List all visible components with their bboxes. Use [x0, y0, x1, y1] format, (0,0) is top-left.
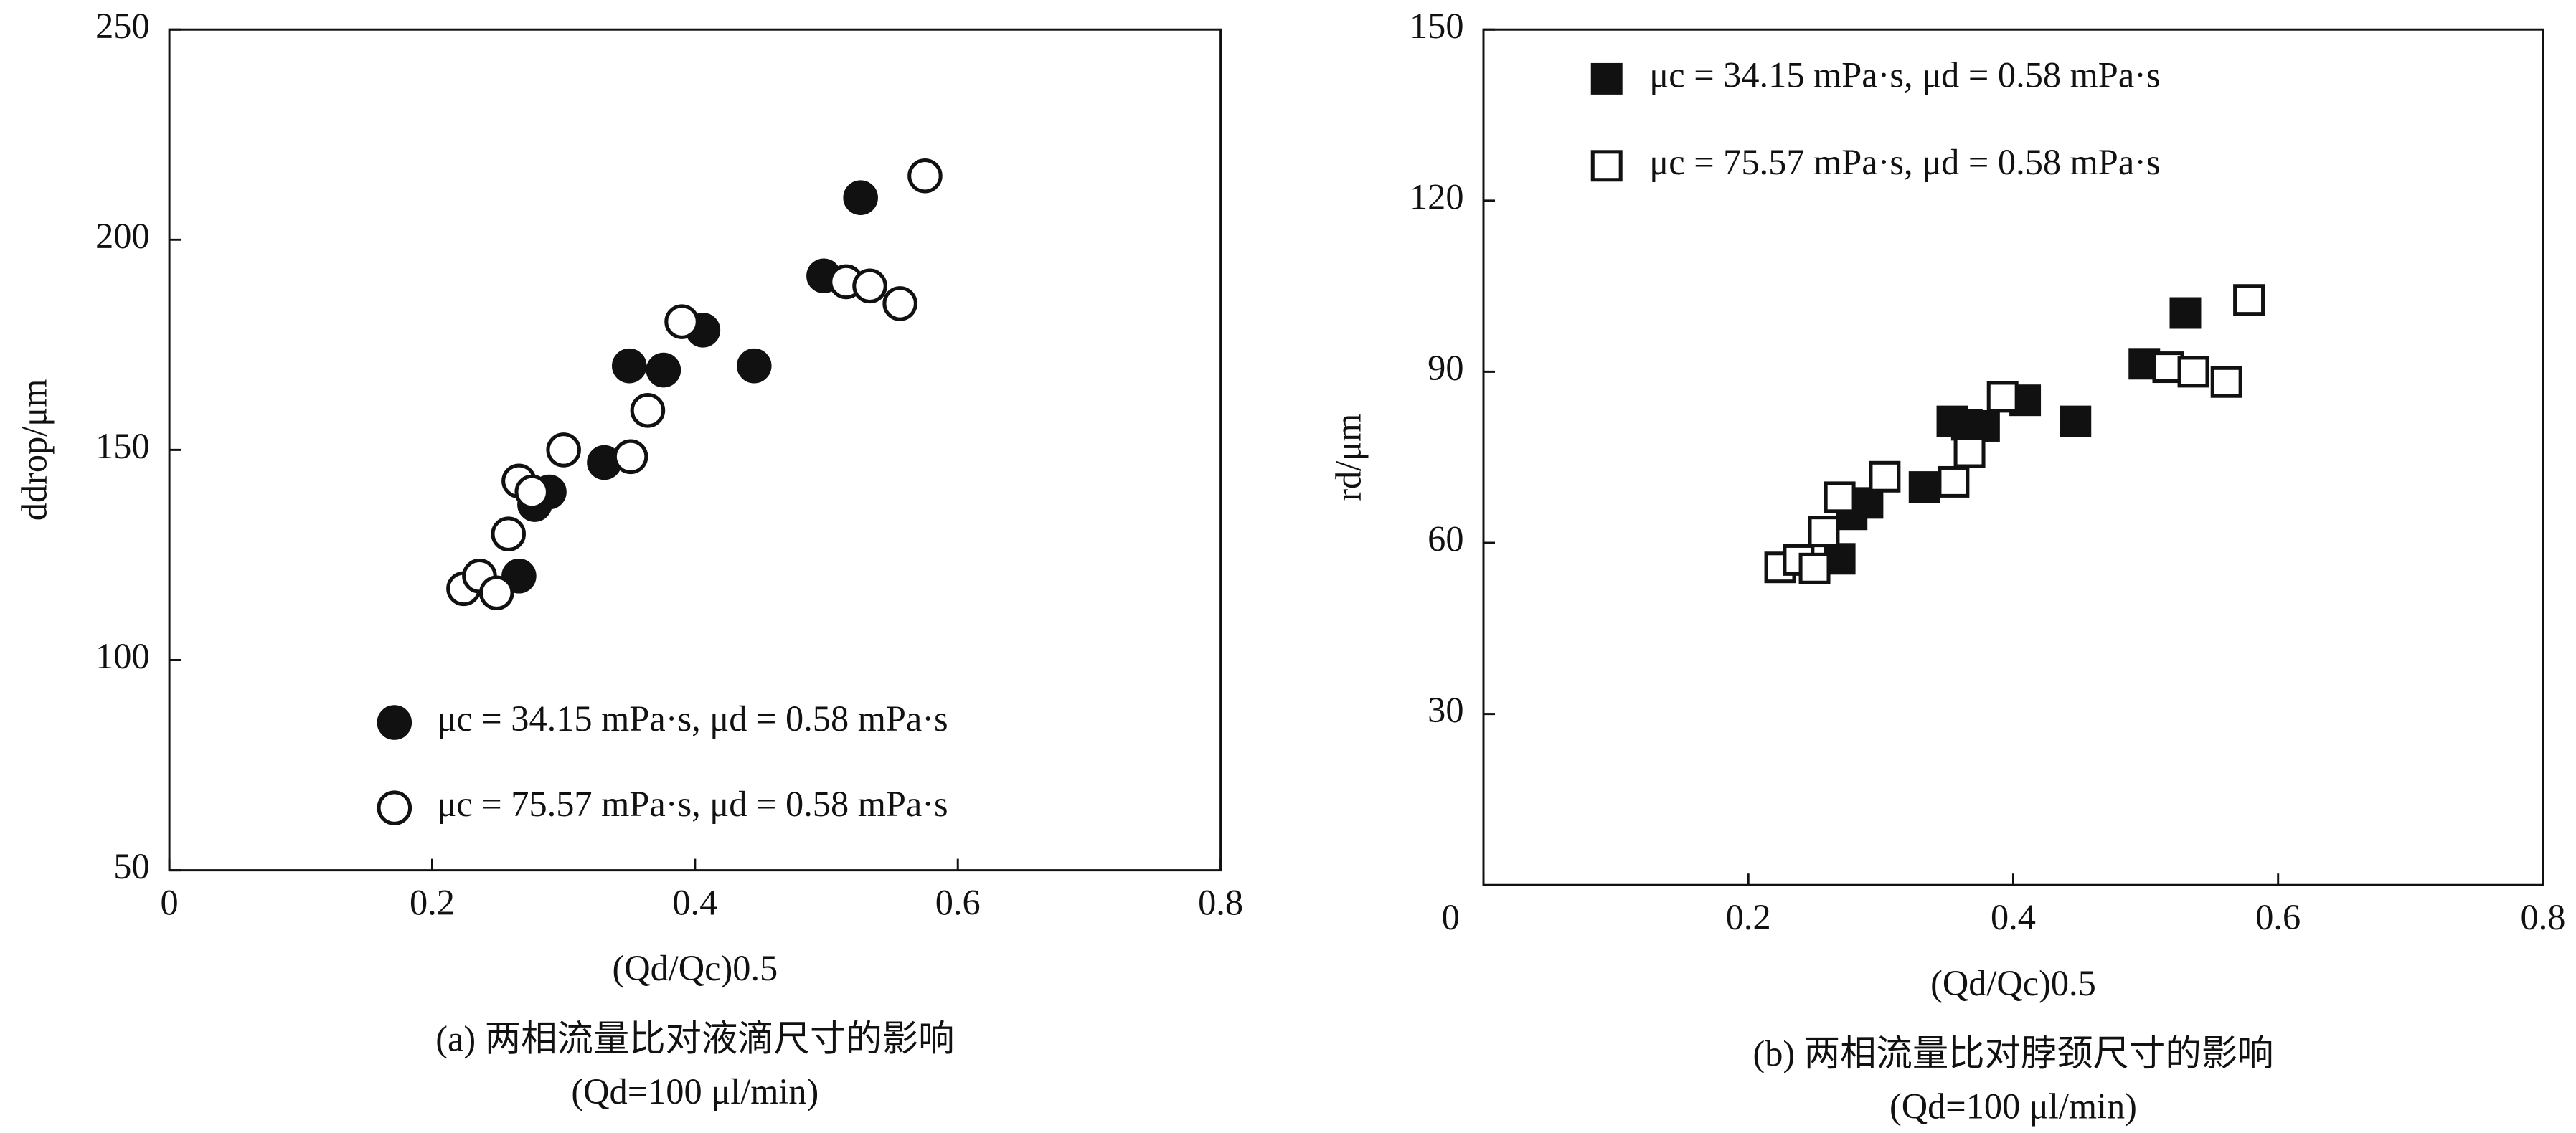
- y-tick-label: 100: [95, 636, 150, 676]
- legend-marker: [1590, 62, 1623, 95]
- point: [664, 304, 699, 339]
- caption: (b) 两相流量比对脖颈尺寸的影响: [1752, 1033, 2273, 1073]
- point: [1824, 481, 1856, 513]
- x-tick-label: 0.8: [2520, 897, 2565, 937]
- point: [514, 474, 549, 510]
- point: [1938, 465, 1970, 498]
- x-tick-label: 0.2: [410, 883, 455, 923]
- x-tick-label: 0.6: [2255, 897, 2301, 937]
- point: [843, 180, 878, 215]
- point: [907, 158, 943, 194]
- legend-label: μc = 75.57 mPa·s, μd = 0.58 mPa·s: [1649, 142, 2160, 182]
- x-tick-label: 0.2: [1726, 897, 1771, 937]
- x-tick-label: 0: [1442, 897, 1460, 937]
- point: [2152, 351, 2184, 384]
- point: [478, 575, 514, 611]
- point: [2177, 356, 2209, 388]
- legend-label: μc = 75.57 mPa·s, μd = 0.58 mPa·s: [437, 784, 948, 824]
- point: [611, 348, 647, 384]
- x-tick-label: 0.6: [935, 883, 981, 923]
- point: [737, 348, 772, 384]
- subcaption: (Qd=100 μl/min): [1889, 1086, 2137, 1127]
- point: [882, 286, 917, 321]
- y-tick-label: 200: [95, 216, 150, 256]
- point: [852, 268, 887, 304]
- y-tick-label: 50: [113, 846, 149, 886]
- point: [1953, 436, 1986, 468]
- x-axis-label: (Qd/Qc)0.5: [612, 948, 778, 988]
- legend-label: μc = 34.15 mPa·s, μd = 0.58 mPa·s: [1649, 54, 2160, 95]
- legend-marker: [1590, 150, 1623, 182]
- y-tick-label: 250: [95, 6, 150, 46]
- legend-marker: [377, 790, 412, 825]
- plot-frame: [168, 28, 1222, 872]
- legend-label: μc = 34.15 mPa·s, μd = 0.58 mPa·s: [437, 698, 948, 739]
- y-tick-label: 90: [1428, 348, 1463, 388]
- point: [630, 393, 666, 428]
- point: [1808, 516, 1840, 548]
- point: [2060, 405, 2092, 437]
- y-tick-label: 30: [1428, 690, 1463, 730]
- y-axis-label: rd/μm: [1328, 414, 1368, 501]
- point: [2233, 284, 2265, 316]
- caption: (a) 两相流量比对液滴尺寸的影响: [435, 1019, 954, 1059]
- y-tick-label: 60: [1428, 519, 1463, 559]
- y-tick-label: 150: [95, 426, 150, 466]
- point: [2210, 366, 2242, 398]
- point: [491, 516, 527, 551]
- y-tick-label: 150: [1410, 6, 1464, 46]
- x-tick-label: 0.4: [1991, 897, 2036, 937]
- legend-marker: [377, 705, 412, 740]
- point: [646, 352, 681, 388]
- point: [613, 439, 648, 475]
- point: [1908, 471, 1940, 503]
- subcaption: (Qd=100 μl/min): [571, 1071, 818, 1111]
- x-axis-label: (Qd/Qc)0.5: [1930, 963, 2096, 1003]
- x-tick-label: 0: [161, 883, 179, 923]
- point: [1869, 460, 1901, 493]
- y-axis-label: ddrop/μm: [14, 379, 54, 521]
- point: [1798, 552, 1831, 584]
- point: [1986, 381, 2019, 413]
- x-tick-label: 0.4: [672, 883, 717, 923]
- x-tick-label: 0.8: [1198, 883, 1243, 923]
- point: [1851, 487, 1884, 519]
- point: [2169, 297, 2202, 329]
- y-tick-label: 120: [1410, 176, 1464, 217]
- point: [546, 432, 581, 468]
- point: [1968, 409, 2000, 442]
